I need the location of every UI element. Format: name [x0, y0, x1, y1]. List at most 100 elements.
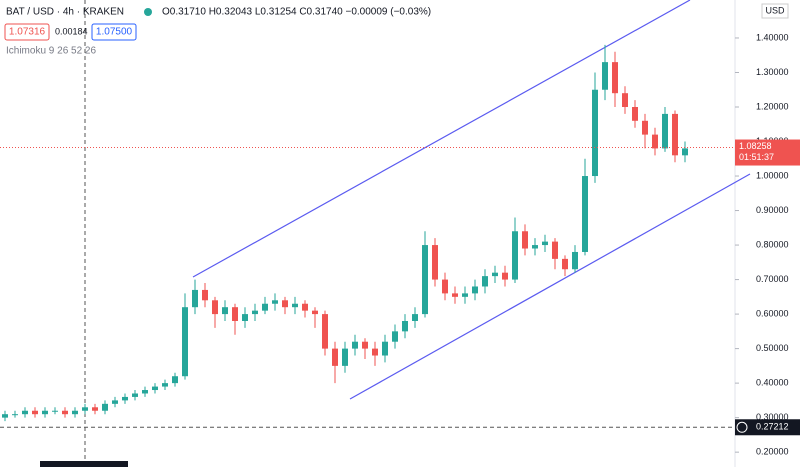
- indicator[interactable]: Ichimoku 9 26 52 26: [6, 46, 96, 57]
- candle-body: [382, 341, 388, 356]
- candle-body: [422, 245, 428, 315]
- candle-body: [462, 293, 468, 297]
- candles: [2, 44, 688, 422]
- y-tick-label: 0.30000: [756, 412, 789, 422]
- candle-body: [372, 348, 378, 356]
- candle-body: [352, 341, 358, 349]
- candle-body: [112, 400, 118, 404]
- candle-body: [522, 231, 528, 249]
- y-tick-label: 0.90000: [756, 205, 789, 215]
- candle-body: [652, 134, 658, 149]
- candle-body: [182, 307, 188, 377]
- candle-body: [272, 300, 278, 304]
- candle-body: [512, 231, 518, 280]
- candle-body: [592, 89, 598, 177]
- candle-body: [402, 320, 408, 332]
- candle-body: [552, 241, 558, 259]
- currency: USD: [765, 5, 785, 15]
- candle-body: [42, 410, 48, 415]
- candle-body: [262, 303, 268, 311]
- candle-body: [362, 341, 368, 349]
- sell-button[interactable]: [4, 23, 50, 41]
- candle-body: [672, 113, 678, 156]
- symbol: BAT / USD · 4h · KRAKEN: [6, 7, 124, 18]
- candle-body: [322, 314, 328, 349]
- candle-body: [492, 272, 498, 277]
- countdown: 01:51:37: [739, 152, 774, 162]
- y-tick-label: 1.30000: [756, 67, 789, 77]
- candle-body: [92, 407, 98, 411]
- y-tick-label: 0.80000: [756, 239, 789, 249]
- buy-button[interactable]: [91, 23, 137, 41]
- y-tick-label: 1.40000: [756, 32, 789, 42]
- candle-body: [282, 300, 288, 308]
- candle-body: [122, 396, 128, 401]
- candle-body: [412, 314, 418, 321]
- candle-body: [602, 62, 608, 90]
- sell-price[interactable]: 1.07316: [9, 27, 46, 38]
- buy-price[interactable]: 1.07500: [96, 27, 133, 38]
- candle-body: [252, 310, 258, 315]
- channel-lower: [349, 173, 751, 400]
- candle-body: [442, 279, 448, 294]
- price-tag: [735, 139, 800, 166]
- candle-body: [622, 93, 628, 107]
- candle-body: [472, 286, 478, 294]
- candle-body: [612, 62, 618, 94]
- candle-body: [132, 393, 138, 397]
- candle-body: [312, 310, 318, 315]
- candle-body: [232, 307, 238, 321]
- candle-body: [432, 245, 438, 280]
- candle-body: [2, 414, 8, 418]
- candle-body: [102, 403, 108, 411]
- y-tick-label: 1.20000: [756, 101, 789, 111]
- candle-body: [22, 410, 28, 415]
- candle-body: [162, 383, 168, 387]
- y-tick-label: 0.40000: [756, 378, 789, 388]
- candle-body: [582, 176, 588, 252]
- candle-body: [142, 390, 148, 394]
- status-dot: [144, 8, 152, 16]
- spread: 0.00184: [55, 26, 88, 36]
- candle-body: [562, 258, 568, 270]
- channel-upper: [192, 0, 691, 278]
- y-tick-label: 1.00000: [756, 170, 789, 180]
- time-marker: [40, 461, 128, 467]
- candle-body: [572, 251, 578, 270]
- candle-body: [332, 348, 338, 366]
- candle-body: [662, 113, 668, 149]
- candle-body: [302, 303, 308, 311]
- candle-body: [32, 410, 38, 415]
- candle-body: [202, 289, 208, 301]
- candle-body: [212, 300, 218, 315]
- candle-body: [292, 303, 298, 308]
- candle-body: [502, 272, 508, 280]
- crosshair-label: 0.27212: [756, 422, 789, 432]
- y-tick-label: 0.60000: [756, 308, 789, 318]
- candle-body: [72, 410, 78, 415]
- candle-body: [52, 410, 58, 412]
- candle-body: [192, 289, 198, 308]
- candle-body: [172, 376, 178, 384]
- candle-body: [392, 331, 398, 342]
- candle-body: [542, 241, 548, 246]
- candle-body: [632, 106, 638, 121]
- candle-body: [532, 245, 538, 249]
- candle-body: [242, 314, 248, 321]
- currency-box[interactable]: [761, 3, 789, 19]
- candle-body: [82, 407, 88, 411]
- y-tick-label: 0.50000: [756, 343, 789, 353]
- candle-body: [222, 307, 228, 315]
- crosshair-tag: [735, 419, 800, 436]
- candle-body: [682, 148, 688, 156]
- y-tick-label: 0.20000: [756, 447, 789, 457]
- price-label: 1.08258: [739, 141, 772, 151]
- candle-body: [152, 386, 158, 391]
- add-button: [736, 421, 748, 433]
- candle-body: [12, 414, 18, 416]
- y-tick-label: 0.70000: [756, 274, 789, 284]
- candle-body: [452, 293, 458, 297]
- candle-body: [482, 276, 488, 287]
- candle-body: [642, 120, 648, 135]
